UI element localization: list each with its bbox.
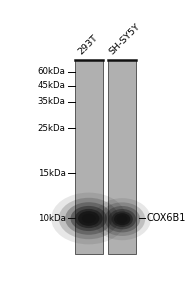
Ellipse shape: [112, 212, 133, 227]
Text: 45kDa: 45kDa: [38, 81, 66, 90]
Ellipse shape: [65, 202, 112, 235]
Text: 15kDa: 15kDa: [38, 169, 66, 178]
Ellipse shape: [117, 215, 127, 223]
Ellipse shape: [104, 206, 140, 232]
Ellipse shape: [108, 209, 136, 230]
Ellipse shape: [70, 206, 107, 231]
Text: SH-SY5Y: SH-SY5Y: [108, 22, 142, 57]
Ellipse shape: [51, 193, 126, 244]
Ellipse shape: [82, 214, 96, 223]
Text: 10kDa: 10kDa: [38, 214, 66, 223]
Text: 293T: 293T: [76, 34, 100, 57]
Bar: [75, 60, 103, 254]
Ellipse shape: [78, 211, 99, 226]
Text: 35kDa: 35kDa: [38, 97, 66, 106]
Ellipse shape: [59, 198, 119, 239]
Text: 25kDa: 25kDa: [38, 124, 66, 133]
Bar: [108, 60, 136, 254]
Ellipse shape: [94, 198, 151, 240]
Ellipse shape: [99, 202, 145, 236]
Ellipse shape: [75, 209, 103, 228]
Ellipse shape: [114, 213, 130, 225]
Text: COX6B1: COX6B1: [146, 214, 185, 224]
Text: 60kDa: 60kDa: [38, 67, 66, 76]
